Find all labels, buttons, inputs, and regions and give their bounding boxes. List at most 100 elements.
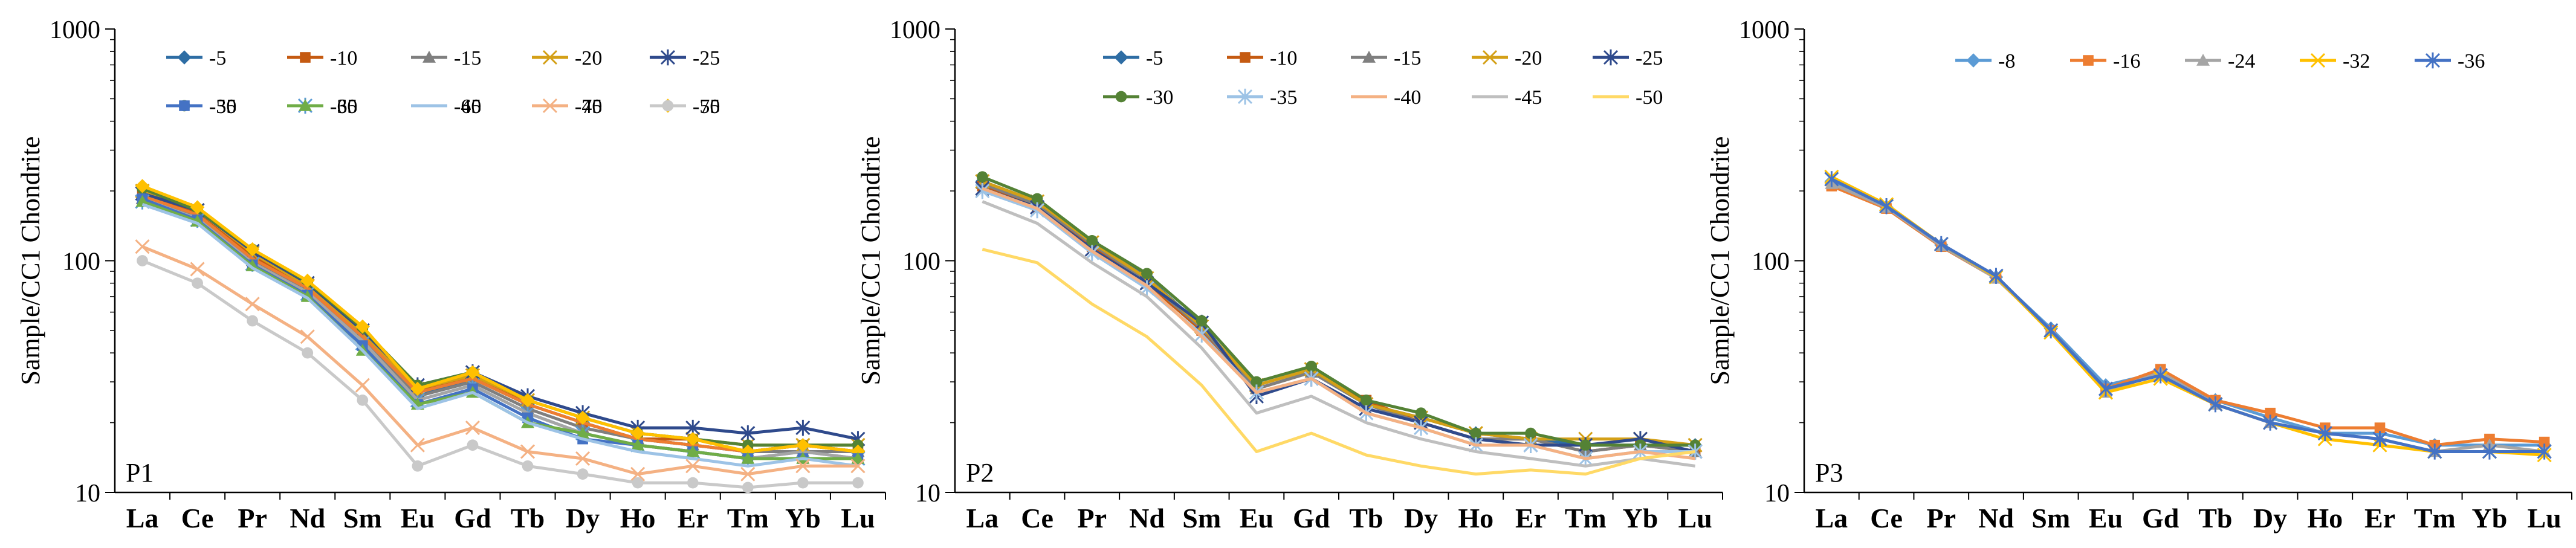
legend-label: -36 <box>2458 50 2485 73</box>
legend-label: -45 <box>575 95 602 118</box>
legend-label: -65 <box>454 95 481 118</box>
data-point--30-Ho <box>1470 427 1482 439</box>
data-point--36-Yb <box>2482 443 2497 460</box>
data-point--35-Sm <box>1194 326 1209 343</box>
data-point--30-Pr <box>1086 235 1098 247</box>
series-line--10 <box>982 184 1695 453</box>
legend-marker <box>1362 51 1376 63</box>
legend-label: -5 <box>209 47 226 69</box>
series--35 <box>975 182 1703 467</box>
data-point--75-Ce <box>192 277 203 289</box>
legend-label: -30 <box>209 95 236 118</box>
x-tick-label-Er: Er <box>2364 503 2395 533</box>
x-tick-label-La: La <box>126 503 159 533</box>
legend-marker <box>542 50 558 65</box>
data-point--70-Eu <box>410 437 425 453</box>
data-point--70-Dy <box>575 451 591 466</box>
legend-label: -75 <box>693 95 720 118</box>
legend-label: -45 <box>1515 86 1542 109</box>
data-point--36-Tb <box>2208 396 2223 413</box>
series-line--75 <box>141 259 858 489</box>
legend-label: -60 <box>330 95 357 118</box>
legend-marker <box>2083 55 2094 66</box>
y-tick-label: 100 <box>1752 248 1790 276</box>
x-tick-label-Sm: Sm <box>343 503 382 533</box>
y-axis-label: Sample/CC1 Chondrite <box>856 137 885 385</box>
data-point--70-Gd <box>465 421 481 436</box>
data-point--70-Er <box>685 459 701 474</box>
legend-item--15: -15 <box>411 47 481 69</box>
legend-marker <box>1237 88 1253 105</box>
data-point--70-La <box>135 239 150 254</box>
series--20 <box>135 183 866 453</box>
data-point--75-Gd <box>467 439 479 451</box>
series-line--8 <box>1831 179 2545 447</box>
legend-marker <box>1115 91 1127 103</box>
data-point--50-Ce <box>190 200 205 214</box>
data-point--30-Sm <box>1196 315 1208 327</box>
legend-item--35: -35 <box>1227 86 1297 109</box>
legend-marker <box>1966 53 1981 68</box>
chart-panel-P1: 10 100 1000 Sample/CC1 Chondrite La Ce Pr Nd Sm E… <box>16 16 886 533</box>
legend-label: -35 <box>330 95 357 118</box>
legend-item--5: -5 <box>1103 47 1163 69</box>
data-point--50-Eu <box>410 381 425 396</box>
x-tick-label-Yb: Yb <box>2472 503 2508 533</box>
series--70 <box>135 239 866 482</box>
series--15 <box>976 177 1702 457</box>
panel-label: P1 <box>126 458 154 488</box>
legend-label: -16 <box>2113 50 2140 73</box>
x-tick-label-La: La <box>1816 503 1848 533</box>
y-tick-label: 1000 <box>50 16 100 44</box>
data-point--60-Dy <box>576 427 590 439</box>
legend-item--36: -36 <box>2415 50 2485 73</box>
data-point--75-Pr <box>247 315 259 327</box>
data-point--75-Eu <box>412 460 424 472</box>
legend-item--24: -24 <box>2185 50 2255 73</box>
legend-label: -70 <box>575 95 602 118</box>
data-point--50-Tb <box>520 393 535 408</box>
data-point--60-Lu <box>851 451 865 464</box>
data-point--30-Tm <box>1579 439 1591 451</box>
legend-label: -50 <box>1636 86 1663 109</box>
data-point--70-Ho <box>630 466 646 482</box>
data-point--36-Tm <box>2427 443 2442 460</box>
legend-label: -24 <box>2228 50 2255 73</box>
series-line--16 <box>1831 184 2545 447</box>
data-point--70-Sm <box>355 378 370 393</box>
series--45 <box>982 200 1695 468</box>
legend-marker <box>2310 53 2326 68</box>
x-tick-label-Gd: Gd <box>2142 503 2180 533</box>
legend-item--50: -50 <box>1593 86 1663 109</box>
x-tick-label-Ho: Ho <box>620 503 656 533</box>
series-line--50 <box>982 248 1695 476</box>
legend-label: -40 <box>454 95 481 118</box>
legend-item--30: -30 <box>1103 86 1173 109</box>
x-tick-label-Eu: Eu <box>1240 503 1273 533</box>
legend-item--10: -10 <box>287 47 357 69</box>
data-point--75-Nd <box>302 347 314 359</box>
series--50 <box>982 248 1695 476</box>
x-tick-label-Nd: Nd <box>1978 503 2014 533</box>
y-tick-label: 10 <box>75 480 100 508</box>
legend-label: -25 <box>1636 47 1663 69</box>
data-point--30-Eu <box>1251 376 1263 388</box>
data-point--75-Lu <box>852 477 864 489</box>
series--10 <box>977 181 1701 457</box>
data-point--36-Lu <box>2537 443 2552 460</box>
x-tick-label-La: La <box>966 503 999 533</box>
data-point--50-Yb <box>795 438 811 453</box>
chart-panel-P3: 10 100 1000 Sample/CC1 Chondrite La Ce Pr Nd Sm E… <box>1705 16 2572 533</box>
legend-item--8: -8 <box>1955 50 2015 73</box>
x-tick-label-Sm: Sm <box>2031 503 2070 533</box>
data-point--36-Sm <box>2044 322 2059 339</box>
data-point--50-Dy <box>575 410 590 425</box>
series--40 <box>982 187 1695 460</box>
x-tick-label-Er: Er <box>678 503 708 533</box>
data-point--25-Yb <box>795 419 811 436</box>
data-point--60-Nd <box>300 289 314 302</box>
legend-item--55: -55 <box>166 95 236 118</box>
legend-item--15: -15 <box>1351 47 1421 69</box>
data-point--75-La <box>137 255 148 266</box>
x-tick-label-Dy: Dy <box>566 503 600 533</box>
